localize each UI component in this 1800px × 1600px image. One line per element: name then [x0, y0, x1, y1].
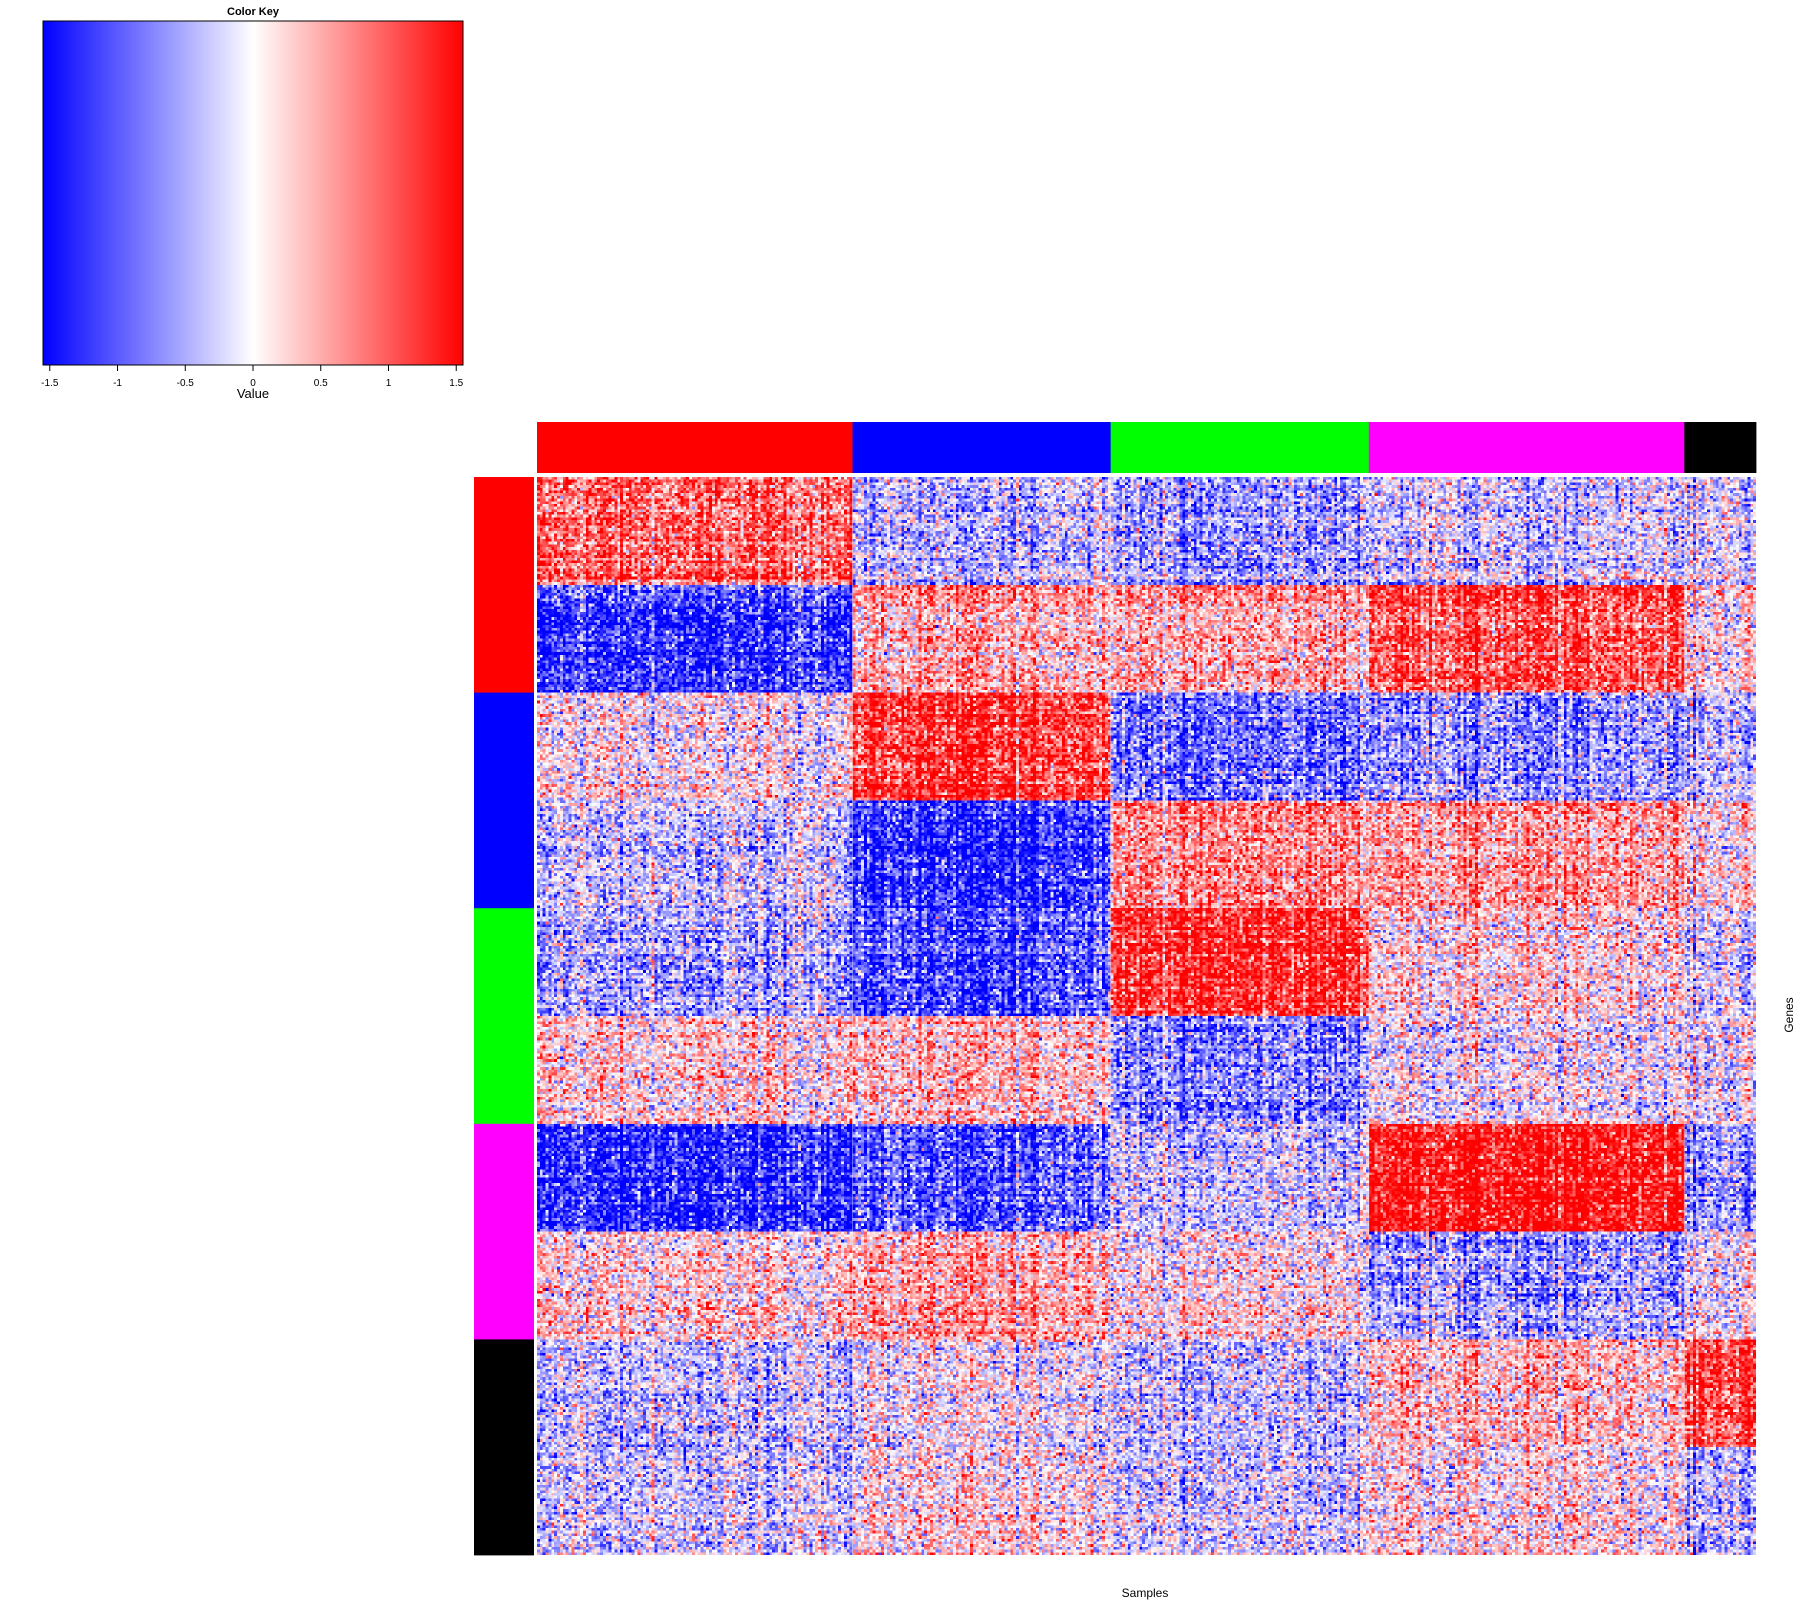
- column-group-bar: [852, 422, 1112, 473]
- color-key-xlabel: Value: [237, 386, 269, 401]
- color-key-tick-label: 1: [386, 378, 392, 389]
- color-key-ticks: -1.5 -1 -0.5 0 0.5 1 1.5: [41, 365, 464, 389]
- y-axis-label: Genes: [1782, 997, 1796, 1032]
- heatmap-cells: [537, 477, 1756, 1555]
- x-axis-label: Samples: [1122, 1586, 1169, 1600]
- column-group-bar: [1368, 422, 1685, 473]
- color-key-tick-label: 1.5: [449, 378, 463, 389]
- color-key-tick-label: 0.5: [314, 378, 328, 389]
- heatmap-body: [537, 477, 1756, 1555]
- column-group-bar: [537, 422, 853, 473]
- column-group-bar: [1110, 422, 1370, 473]
- color-key-tick-label: -1: [113, 378, 122, 389]
- row-side-colors: [474, 477, 534, 1556]
- row-group-bar: [474, 692, 534, 909]
- color-key-tick-label: -0.5: [177, 378, 195, 389]
- color-key-tick-label: -1.5: [41, 378, 59, 389]
- color-key-tick-label: 0: [250, 378, 256, 389]
- color-key-gradient: [42, 20, 464, 366]
- row-group-bar: [474, 1339, 534, 1556]
- row-group-bar: [474, 477, 534, 693]
- row-group-bar: [474, 1123, 534, 1340]
- column-side-colors: [537, 422, 1757, 473]
- color-key-title: Color Key: [227, 6, 280, 18]
- color-key: Color Key -1.5 -1 -0.5 0 0.5 1 1.5 Value: [41, 6, 463, 401]
- row-group-bar: [474, 908, 534, 1125]
- column-group-bar: [1684, 422, 1757, 473]
